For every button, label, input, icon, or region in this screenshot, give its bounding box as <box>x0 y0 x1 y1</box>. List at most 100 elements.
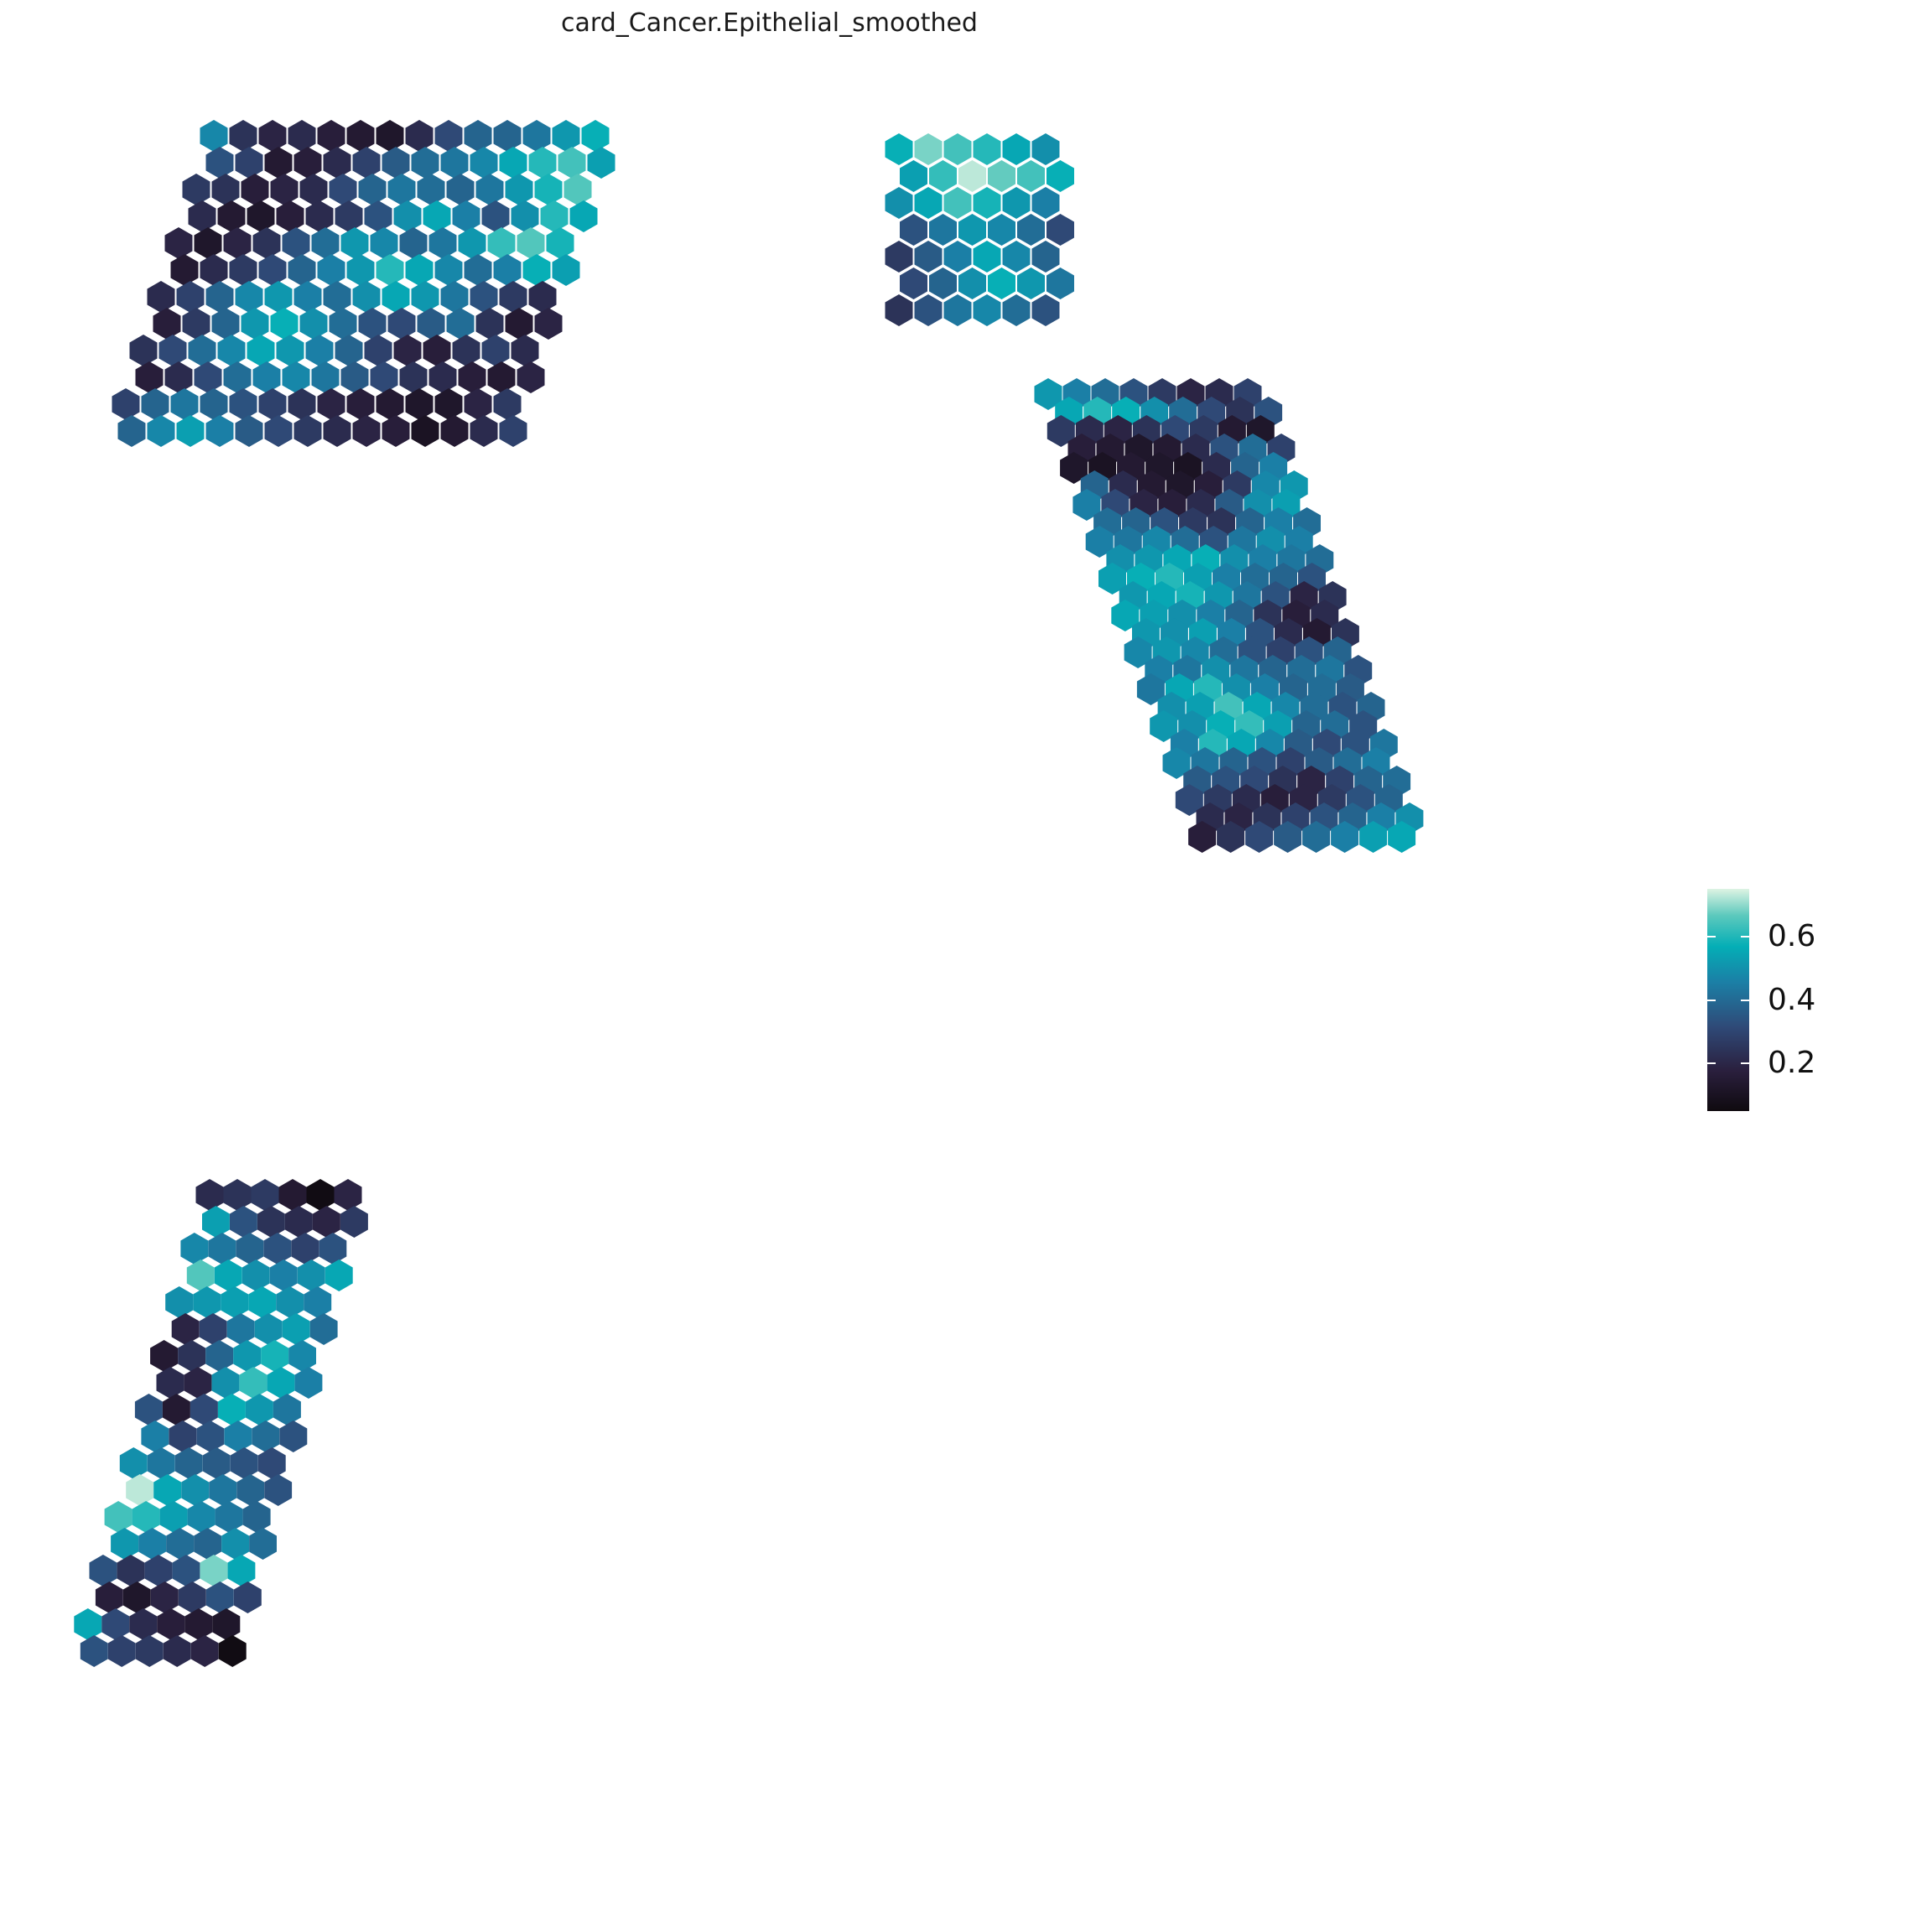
hex-spot <box>129 1608 158 1640</box>
hex-spot <box>223 227 252 259</box>
hex-spot <box>464 120 492 152</box>
hex-spot <box>157 1608 185 1640</box>
hex-spot <box>528 147 557 179</box>
hex-spot <box>399 227 428 259</box>
hex-spot <box>988 214 1015 246</box>
hex-spot <box>569 200 598 232</box>
hex-spot <box>214 1259 242 1291</box>
colorbar-tick-mark <box>1707 1062 1716 1065</box>
hex-spot <box>1136 673 1165 705</box>
hex-spot <box>156 1367 184 1399</box>
hex-spot <box>144 1555 173 1587</box>
colorbar-tick-mark <box>1741 1062 1749 1065</box>
hex-spot <box>317 388 345 420</box>
hex-spot <box>493 388 522 420</box>
hex-spot <box>190 1635 219 1667</box>
hex-spot <box>264 147 293 179</box>
hex-spot <box>440 281 469 313</box>
hex-spot <box>958 267 986 299</box>
hex-spot <box>1046 160 1074 192</box>
hex-spot <box>387 308 416 340</box>
hex-spot <box>552 120 580 152</box>
hex-spot <box>249 1528 277 1560</box>
hex-spot <box>174 1447 203 1479</box>
hex-spot <box>358 174 387 205</box>
hex-spot <box>223 1179 252 1211</box>
hex-spot <box>958 214 986 246</box>
hex-spot <box>176 415 205 447</box>
hex-spot <box>194 227 222 259</box>
hex-spot <box>493 254 522 286</box>
hex-spot <box>1060 452 1088 484</box>
hex-spot <box>534 308 563 340</box>
hex-spot <box>150 1340 178 1372</box>
hex-spot <box>1150 710 1178 742</box>
hex-spot <box>180 1233 209 1265</box>
hex-spot <box>135 1635 164 1667</box>
hex-spot <box>1031 133 1060 165</box>
hex-spot <box>405 254 434 286</box>
hex-spot <box>221 1528 249 1560</box>
hex-spot <box>252 361 281 393</box>
hex-spot <box>428 361 457 393</box>
hex-spot <box>282 227 310 259</box>
hex-spot <box>178 1340 205 1372</box>
hex-spot <box>487 361 516 393</box>
hex-spot <box>218 1635 247 1667</box>
hex-spot <box>499 415 527 447</box>
hex-spot <box>323 415 351 447</box>
hex-spot <box>235 281 263 313</box>
hex-spot <box>117 415 146 447</box>
hex-spot <box>1188 821 1217 853</box>
hex-spot <box>885 294 913 326</box>
hex-spot <box>1217 821 1245 853</box>
hex-spot <box>311 227 340 259</box>
hex-spot <box>376 254 404 286</box>
hex-spot <box>288 1340 316 1372</box>
hex-spot <box>522 120 551 152</box>
hex-spot <box>364 335 392 366</box>
hex-spot <box>411 281 439 313</box>
hex-spot <box>370 361 398 393</box>
hex-spot <box>376 388 404 420</box>
hex-spot <box>458 361 486 393</box>
hex-spot <box>499 281 527 313</box>
hex-spot <box>263 1233 292 1265</box>
hex-spot <box>1046 214 1074 246</box>
hex-spot <box>1111 600 1140 631</box>
hex-spot <box>458 227 486 259</box>
hex-spot <box>1388 821 1416 853</box>
hex-spot <box>251 1179 279 1211</box>
hex-spot <box>958 160 986 192</box>
hex-spot <box>306 1179 335 1211</box>
hex-spot <box>293 147 322 179</box>
hex-spot <box>1031 241 1060 273</box>
hex-spot <box>323 147 351 179</box>
hex-spot <box>205 1581 234 1613</box>
hex-spot <box>309 1313 338 1345</box>
hex-spot <box>211 174 240 205</box>
hex-spot <box>200 1555 228 1587</box>
hex-spot <box>1302 821 1331 853</box>
hex-spot <box>522 254 551 286</box>
hex-spot <box>264 1474 293 1506</box>
hex-spot <box>132 1501 160 1533</box>
chart-title: card_Cancer.Epithelial_smoothed <box>561 8 978 38</box>
hex-spot <box>217 335 246 366</box>
hex-spot <box>205 147 234 179</box>
hex-spot <box>223 361 252 393</box>
hex-spot <box>405 388 434 420</box>
hex-spot <box>195 1179 224 1211</box>
hex-spot <box>235 147 263 179</box>
hex-spot <box>393 335 422 366</box>
hex-spot <box>172 1555 200 1587</box>
hex-spot <box>1017 160 1045 192</box>
hex-spot <box>165 1286 194 1318</box>
hex-spot <box>184 1608 213 1640</box>
hex-spot <box>511 200 539 232</box>
colorbar-tick-label: 0.6 <box>1768 918 1816 953</box>
hex-spot <box>1031 294 1060 326</box>
hex-spot <box>95 1581 123 1613</box>
hex-spot <box>411 147 439 179</box>
hex-spot <box>885 187 913 219</box>
